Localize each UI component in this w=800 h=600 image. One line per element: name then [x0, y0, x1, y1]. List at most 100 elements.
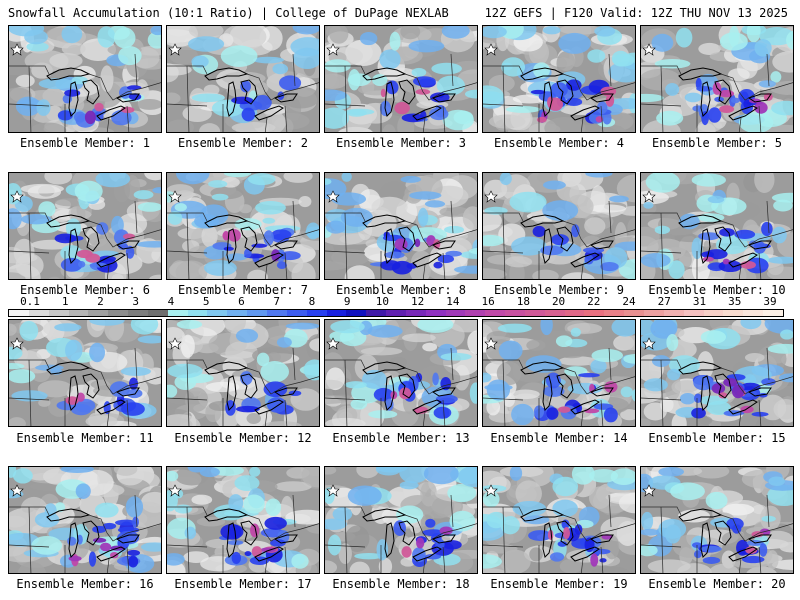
colorbar-tick-label: 14 — [446, 295, 460, 308]
snowfall-map — [167, 467, 319, 573]
ensemble-member-label: Ensemble Member: 15 — [648, 431, 786, 445]
snowfall-map — [641, 26, 793, 132]
colorbar-swatch — [88, 310, 109, 316]
snowfall-map — [325, 173, 477, 279]
colorbar-swatch — [584, 310, 605, 316]
colorbar-swatch — [485, 310, 506, 316]
colorbar-swatch — [28, 310, 49, 316]
ensemble-member-map — [482, 319, 636, 427]
colorbar-swatch — [763, 310, 783, 316]
colorbar-tick-label: 3 — [132, 295, 140, 308]
ensemble-member-label: Ensemble Member: 13 — [332, 431, 470, 445]
colorbar-swatch — [624, 310, 644, 316]
ensemble-member-label: Ensemble Member: 12 — [174, 431, 312, 445]
ensemble-member-map — [482, 172, 636, 280]
colorbar-swatch — [644, 310, 664, 316]
colorbar-tick-label: 1 — [61, 295, 69, 308]
colorbar-tick-label: 5 — [202, 295, 210, 308]
ensemble-member-label: Ensemble Member: 7 — [177, 283, 309, 297]
snowfall-map — [641, 173, 793, 279]
ensemble-member-label: Ensemble Member: 20 — [648, 577, 786, 591]
snowfall-map — [167, 173, 319, 279]
ensemble-member-map — [324, 319, 478, 427]
colorbar-swatch — [425, 310, 446, 316]
colorbar-swatch — [346, 310, 367, 316]
snowfall-map — [9, 467, 161, 573]
snowfall-map — [483, 467, 635, 573]
ensemble-member-label: Ensemble Member: 11 — [16, 431, 154, 445]
ensemble-member-map — [166, 319, 320, 427]
ensemble-member-map — [324, 25, 478, 133]
colorbar-tick-label: 20 — [551, 295, 566, 308]
colorbar-swatch — [128, 310, 148, 316]
colorbar-swatch — [564, 310, 585, 316]
ensemble-member-map — [324, 466, 478, 574]
ensemble-member-map — [324, 172, 478, 280]
ensemble-member-map — [166, 466, 320, 574]
colorbar-tick-label: 12 — [410, 295, 425, 308]
ensemble-member-map — [166, 25, 320, 133]
colorbar-swatch — [524, 310, 545, 316]
colorbar-tick-label: 0.1 — [20, 295, 40, 308]
snowfall-colorbar — [8, 309, 784, 317]
colorbar-swatch — [187, 310, 208, 316]
snowfall-map — [483, 26, 635, 132]
ensemble-member-map — [8, 466, 162, 574]
colorbar-tick-label: 39 — [763, 295, 777, 308]
snowfall-map — [483, 173, 635, 279]
ensemble-member-label: Ensemble Member: 6 — [19, 283, 151, 297]
colorbar-swatch — [743, 310, 764, 316]
colorbar-swatch — [48, 310, 69, 316]
ensemble-member-label: Ensemble Member: 1 — [19, 136, 151, 150]
snowfall-map — [9, 173, 161, 279]
ensemble-member-map — [8, 25, 162, 133]
colorbar-swatch — [544, 310, 565, 316]
colorbar-swatch — [505, 310, 525, 316]
snowfall-map — [9, 26, 161, 132]
colorbar-tick-label: 4 — [167, 295, 175, 308]
colorbar-tick-label: 22 — [587, 295, 601, 308]
ensemble-member-map — [640, 466, 794, 574]
ensemble-member-label: Ensemble Member: 19 — [490, 577, 628, 591]
colorbar-swatch — [286, 310, 307, 316]
colorbar-tick-label: 18 — [516, 295, 530, 308]
colorbar-swatch — [604, 310, 625, 316]
ensemble-member-label: Ensemble Member: 18 — [332, 577, 470, 591]
snowfall-map — [9, 320, 161, 426]
colorbar-swatch — [445, 310, 466, 316]
colorbar-tick-label: 8 — [308, 295, 316, 308]
colorbar-tick-label: 16 — [481, 295, 495, 308]
ensemble-member-label: Ensemble Member: 10 — [648, 283, 786, 297]
ensemble-member-label: Ensemble Member: 17 — [174, 577, 312, 591]
snowfall-map — [167, 26, 319, 132]
colorbar-swatch — [167, 310, 188, 316]
model-run-valid-time: 12Z GEFS | F120 Valid: 12Z THU NOV 13 20… — [484, 6, 788, 20]
colorbar-tick-label: 7 — [273, 295, 280, 308]
colorbar-swatch — [683, 310, 704, 316]
colorbar-swatch — [207, 310, 228, 316]
colorbar-tick-label: 35 — [728, 295, 742, 308]
colorbar-swatch — [703, 310, 724, 316]
ensemble-member-label: Ensemble Member: 4 — [493, 136, 625, 150]
ensemble-member-label: Ensemble Member: 16 — [16, 577, 154, 591]
ensemble-member-map — [482, 466, 636, 574]
ensemble-member-label: Ensemble Member: 8 — [335, 283, 467, 297]
snowfall-map — [325, 26, 477, 132]
colorbar-swatch — [366, 310, 387, 316]
colorbar-swatch — [9, 310, 29, 316]
snowfall-map — [325, 320, 477, 426]
colorbar-swatch — [326, 310, 347, 316]
colorbar-swatch — [227, 310, 248, 316]
ensemble-member-label: Ensemble Member: 5 — [651, 136, 783, 150]
colorbar-swatch — [247, 310, 267, 316]
snowfall-map — [641, 467, 793, 573]
snowfall-map — [325, 467, 477, 573]
snowfall-map — [483, 320, 635, 426]
colorbar-tick-label: 27 — [657, 295, 671, 308]
ensemble-member-label: Ensemble Member: 3 — [335, 136, 467, 150]
ensemble-member-map — [166, 172, 320, 280]
colorbar-swatch — [386, 310, 406, 316]
snowfall-map — [167, 320, 319, 426]
ensemble-member-map — [482, 25, 636, 133]
ensemble-member-label: Ensemble Member: 2 — [177, 136, 309, 150]
